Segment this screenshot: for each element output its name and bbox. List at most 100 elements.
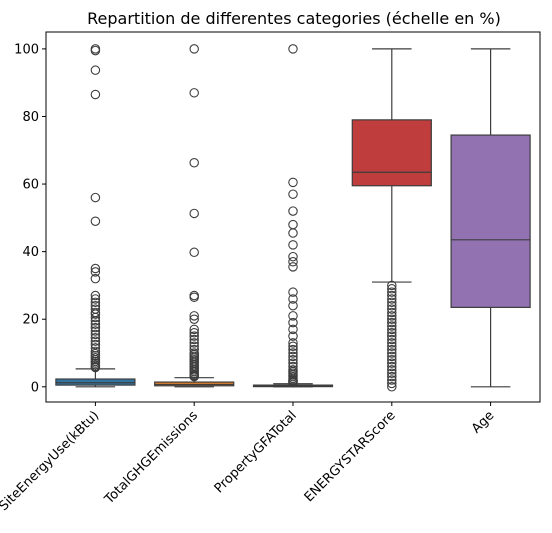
outlier-point <box>90 263 101 274</box>
outlier-point <box>189 208 199 219</box>
outlier-point <box>90 362 101 373</box>
outlier-point <box>288 177 298 188</box>
outlier-point <box>90 312 101 323</box>
outlier-point <box>288 294 298 304</box>
outlier-point <box>387 378 397 389</box>
outlier-point <box>288 287 298 297</box>
outlier-point <box>90 192 101 203</box>
outlier-point <box>387 358 397 368</box>
outlier-point <box>387 338 397 348</box>
outlier-point <box>288 206 298 216</box>
outlier-point <box>288 311 298 321</box>
outlier-point <box>90 89 101 100</box>
outlier-point <box>90 290 101 301</box>
outlier-point <box>90 309 101 319</box>
outlier-point <box>90 45 101 56</box>
outlier-point <box>387 365 397 375</box>
x-tick-label: ENERGYSTARScore <box>302 408 399 505</box>
outlier-point <box>189 338 199 348</box>
outlier-point <box>387 324 397 335</box>
box-4 <box>450 134 531 308</box>
outlier-point <box>288 344 298 355</box>
outlier-point <box>387 327 397 338</box>
outlier-point <box>90 336 101 346</box>
outlier-point <box>288 317 298 328</box>
y-tick-label: 60 <box>22 178 39 193</box>
outlier-point <box>189 44 199 54</box>
outlier-point <box>189 247 199 258</box>
outlier-point <box>90 273 101 284</box>
outlier-point <box>387 300 397 311</box>
outlier-point <box>387 304 397 314</box>
y-tick-label: 0 <box>31 380 39 395</box>
outlier-point <box>387 371 397 382</box>
outlier-point <box>387 382 397 392</box>
x-tick-label: SiteEnergyUse(kBtu) <box>0 408 102 514</box>
outlier-point <box>387 368 397 379</box>
outlier-point <box>189 311 199 321</box>
outlier-point <box>387 311 397 321</box>
outlier-point <box>288 300 298 311</box>
outlier-point <box>90 326 101 336</box>
outlier-point <box>189 292 199 303</box>
outlier-point <box>288 189 298 199</box>
outlier-point <box>189 324 199 335</box>
x-tick-label: Age <box>469 408 497 436</box>
outlier-point <box>189 158 199 168</box>
x-tick-label: PropertyGFATotal <box>212 408 300 496</box>
y-tick-label: 40 <box>22 245 39 260</box>
outlier-point <box>387 280 397 291</box>
y-tick-label: 80 <box>22 110 39 125</box>
outlier-point <box>387 334 397 345</box>
outlier-point <box>189 327 199 338</box>
outlier-point <box>90 329 101 340</box>
outlier-point <box>387 314 397 324</box>
y-tick-label: 20 <box>22 313 39 328</box>
outlier-point <box>288 341 298 351</box>
outlier-point <box>387 317 397 328</box>
outlier-point <box>288 377 298 388</box>
outlier-point <box>189 334 199 345</box>
chart-title: Repartition de differentes categories (é… <box>87 9 501 28</box>
outlier-point <box>288 331 298 341</box>
outlier-point <box>90 316 101 326</box>
outlier-point <box>90 343 101 353</box>
outlier-point <box>90 339 101 350</box>
outlier-point <box>387 294 397 304</box>
x-tick-label: TotalGHGEmissions <box>101 408 201 508</box>
outlier-point <box>387 355 397 365</box>
outlier-point <box>387 287 397 297</box>
outlier-point <box>288 257 298 267</box>
outlier-point <box>90 322 101 333</box>
outlier-point <box>288 338 298 348</box>
outlier-point <box>387 341 397 351</box>
outlier-point <box>90 333 101 343</box>
outlier-point <box>288 240 298 250</box>
outlier-point <box>90 65 101 75</box>
outlier-point <box>387 290 397 301</box>
outlier-point <box>189 331 199 341</box>
outlier-point <box>90 294 101 304</box>
outlier-point <box>288 351 298 362</box>
plot-area: 0 20 40 60 80 100 SiteEnergyUse(kBtu) TotalGHGE… <box>0 31 541 514</box>
outlier-point <box>90 216 101 226</box>
outlier-point <box>90 319 101 330</box>
outlier-point <box>288 324 298 335</box>
outlier-point <box>387 348 397 358</box>
outlier-point <box>288 44 298 54</box>
outlier-point <box>288 219 298 230</box>
outlier-point <box>288 262 298 272</box>
outlier-point <box>288 355 298 365</box>
outlier-point <box>387 307 397 318</box>
outlier-point <box>189 371 199 382</box>
box-3 <box>351 119 432 187</box>
outlier-point <box>288 348 298 358</box>
outlier-point <box>387 331 397 341</box>
outlier-point <box>387 284 397 294</box>
outlier-point <box>90 297 101 308</box>
outlier-point <box>387 361 397 372</box>
outlier-point <box>90 267 101 277</box>
outlier-point <box>387 321 397 331</box>
box-0 <box>55 378 136 386</box>
